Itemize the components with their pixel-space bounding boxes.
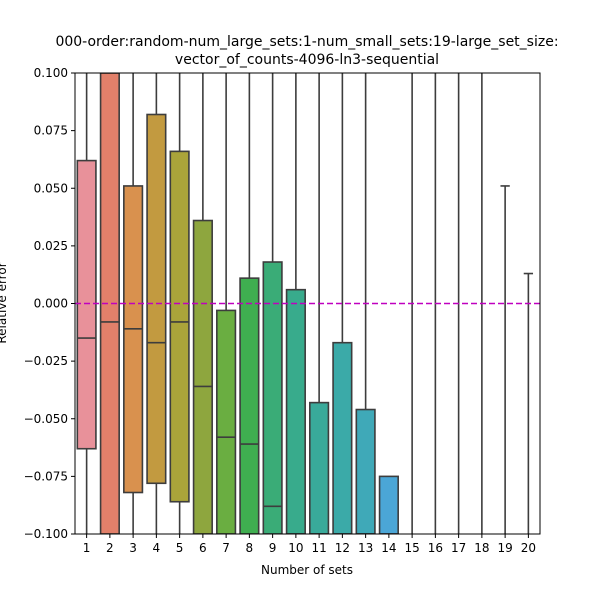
x-tick-label-9: 9: [269, 541, 277, 555]
x-tick-label-13: 13: [358, 541, 373, 555]
x-tick-label-10: 10: [288, 541, 303, 555]
box-group-13: [355, 73, 376, 534]
box-9: [262, 261, 283, 534]
box-group-6: [192, 73, 213, 534]
box-13: [355, 408, 376, 534]
x-tick-label-19: 19: [497, 541, 512, 555]
box-10: [285, 288, 306, 534]
plot-frame: [74, 72, 541, 535]
y-tick-label-8: 0.100: [34, 66, 68, 80]
box-2: [99, 73, 120, 534]
box-5: [169, 150, 190, 503]
box-14: [378, 475, 399, 534]
box-group-10: [285, 73, 306, 534]
x-tick-label-4: 4: [153, 541, 161, 555]
y-tick-label-7: 0.075: [34, 124, 68, 138]
box-group-9: [262, 73, 283, 534]
x-tick-label-8: 8: [246, 541, 254, 555]
box-group-20: [523, 272, 534, 534]
x-tick-label-1: 1: [83, 541, 91, 555]
x-tick-label-6: 6: [199, 541, 207, 555]
x-axis-label: Number of sets: [261, 563, 353, 577]
box-7: [216, 309, 237, 534]
y-tick-label-4: 0.000: [34, 297, 68, 311]
box-8: [239, 277, 260, 534]
x-tick-label-17: 17: [451, 541, 466, 555]
y-tick-label-0: −0.100: [24, 527, 68, 541]
x-tick-label-2: 2: [106, 541, 114, 555]
box-group-5: [169, 73, 190, 534]
chart-title-line-2: vector_of_counts-4096-ln3-sequential: [175, 52, 439, 68]
box-1: [76, 159, 97, 450]
x-tick-label-18: 18: [474, 541, 489, 555]
box-group-7: [216, 73, 237, 534]
y-tick-label-2: −0.050: [24, 412, 68, 426]
y-tick-label-6: 0.050: [34, 181, 68, 195]
box-group-12: [332, 73, 353, 534]
y-tick-label-1: −0.075: [24, 469, 68, 483]
box-6: [192, 219, 213, 534]
x-tick-label-14: 14: [381, 541, 396, 555]
box-12: [332, 341, 353, 534]
x-tick-label-3: 3: [129, 541, 137, 555]
x-tick-label-7: 7: [222, 541, 230, 555]
y-tick-label-3: −0.025: [24, 354, 68, 368]
box-group-3: [123, 73, 144, 534]
y-axis-label: Relative error: [0, 262, 9, 343]
x-tick-label-16: 16: [428, 541, 443, 555]
x-tick-label-20: 20: [521, 541, 536, 555]
box-4: [146, 113, 167, 485]
x-tick-label-5: 5: [176, 541, 184, 555]
box-group-19: [500, 185, 510, 534]
box-3: [123, 185, 144, 494]
box-group-14: [378, 475, 399, 534]
box-group-1: [76, 73, 97, 534]
box-group-4: [146, 73, 167, 534]
plot-area: −0.100 −0.075 −0.050 −0.025 0.000 0.025 0.050 0…: [24, 66, 541, 555]
x-tick-label-12: 12: [335, 541, 350, 555]
y-tick-label-5: 0.025: [34, 239, 68, 253]
x-tick-label-15: 15: [404, 541, 419, 555]
box-11: [309, 401, 330, 534]
chart-title-line-1: 000-order:random-num_large_sets:1-num_sm…: [55, 34, 558, 50]
box-group-2: [99, 73, 120, 534]
box-group-8: [239, 73, 260, 534]
x-tick-label-11: 11: [311, 541, 326, 555]
